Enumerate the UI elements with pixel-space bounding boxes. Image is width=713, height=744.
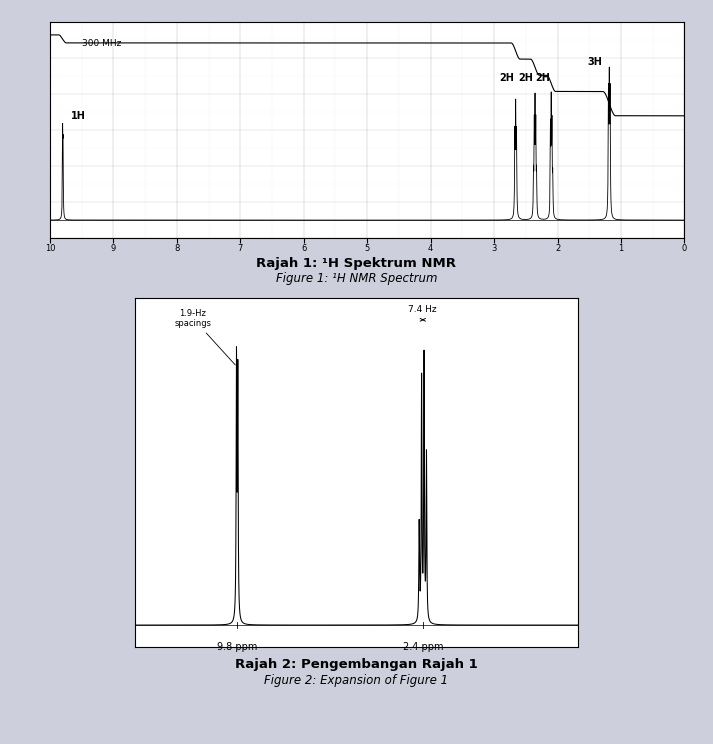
Text: 2H: 2H bbox=[499, 74, 514, 83]
Text: 2.4 ppm: 2.4 ppm bbox=[403, 642, 443, 652]
Text: Figure 2: Expansion of Figure 1: Figure 2: Expansion of Figure 1 bbox=[265, 674, 448, 687]
Text: 300 MHz: 300 MHz bbox=[81, 39, 121, 48]
Text: Rajah 2: Pengembangan Rajah 1: Rajah 2: Pengembangan Rajah 1 bbox=[235, 658, 478, 671]
Text: Rajah 1: ¹H Spektrum NMR: Rajah 1: ¹H Spektrum NMR bbox=[257, 257, 456, 269]
Text: 2H: 2H bbox=[535, 74, 550, 83]
Text: 2H: 2H bbox=[518, 74, 533, 83]
Text: Figure 1: ¹H NMR Spectrum: Figure 1: ¹H NMR Spectrum bbox=[276, 272, 437, 284]
Text: 3H: 3H bbox=[587, 57, 602, 67]
Text: 1H: 1H bbox=[71, 111, 86, 121]
Text: 1.9-Hz
spacings: 1.9-Hz spacings bbox=[175, 309, 235, 365]
Text: 7.4 Hz: 7.4 Hz bbox=[409, 305, 437, 314]
Text: 9.8 ppm: 9.8 ppm bbox=[217, 642, 257, 652]
